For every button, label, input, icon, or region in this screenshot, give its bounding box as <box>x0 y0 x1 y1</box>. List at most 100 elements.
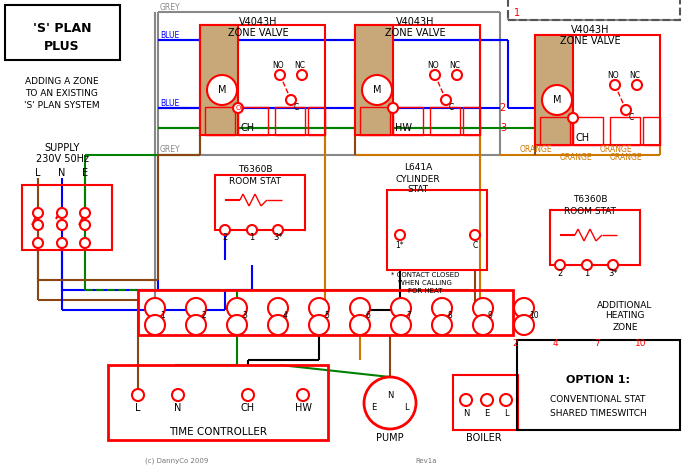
Text: HW: HW <box>295 403 311 413</box>
Text: 6: 6 <box>365 312 370 321</box>
Circle shape <box>268 298 288 318</box>
Text: 7: 7 <box>594 338 600 348</box>
Bar <box>535 35 660 145</box>
Circle shape <box>80 208 90 218</box>
Circle shape <box>460 394 472 406</box>
Text: PUMP: PUMP <box>376 433 404 443</box>
Text: 2: 2 <box>222 234 228 242</box>
Circle shape <box>172 389 184 401</box>
Text: E: E <box>82 168 88 178</box>
Text: C: C <box>293 102 299 111</box>
Text: * CONTACT CLOSED: * CONTACT CLOSED <box>391 272 459 278</box>
Circle shape <box>610 80 620 90</box>
Text: Rev1a: Rev1a <box>415 458 437 464</box>
Text: CONVENTIONAL STAT: CONVENTIONAL STAT <box>551 395 646 404</box>
Bar <box>215 175 305 230</box>
Circle shape <box>430 70 440 80</box>
Text: CH: CH <box>241 403 255 413</box>
Text: TIME CONTROLLER: TIME CONTROLLER <box>169 427 267 437</box>
Bar <box>355 25 480 135</box>
Circle shape <box>80 238 90 248</box>
Text: 2: 2 <box>201 312 206 321</box>
Text: BLUE: BLUE <box>160 98 179 108</box>
Text: 2: 2 <box>558 269 562 278</box>
Bar <box>5 5 120 60</box>
Text: 2: 2 <box>500 103 506 113</box>
Bar <box>108 365 328 440</box>
Circle shape <box>391 315 411 335</box>
Text: CYLINDER: CYLINDER <box>395 175 440 183</box>
Circle shape <box>362 75 392 105</box>
Text: NO: NO <box>272 60 284 70</box>
Circle shape <box>542 85 572 115</box>
Text: 1: 1 <box>584 269 590 278</box>
Bar <box>453 375 518 430</box>
Circle shape <box>57 238 67 248</box>
Circle shape <box>80 220 90 230</box>
Text: V4043H: V4043H <box>239 17 277 27</box>
Text: ZONE VALVE: ZONE VALVE <box>228 28 288 38</box>
Text: N: N <box>59 168 66 178</box>
Text: L: L <box>35 168 41 178</box>
Circle shape <box>388 103 398 113</box>
Text: NO: NO <box>607 71 619 80</box>
Text: 7: 7 <box>406 312 411 321</box>
Bar <box>138 290 513 335</box>
Circle shape <box>57 208 67 218</box>
Text: 1: 1 <box>514 8 520 18</box>
Text: NO: NO <box>427 60 439 70</box>
Bar <box>22 185 112 250</box>
Bar <box>540 117 570 145</box>
Bar <box>517 340 680 430</box>
Circle shape <box>247 225 257 235</box>
Text: V4043H: V4043H <box>396 17 434 27</box>
Text: E: E <box>371 402 377 411</box>
Text: O|: O| <box>236 104 244 111</box>
Text: C: C <box>629 112 633 122</box>
Circle shape <box>621 105 631 115</box>
Text: C: C <box>448 102 453 111</box>
Circle shape <box>582 260 592 270</box>
Circle shape <box>309 298 329 318</box>
Circle shape <box>514 298 534 318</box>
Text: 3: 3 <box>242 312 247 321</box>
Text: M: M <box>553 95 561 105</box>
Text: HEATING: HEATING <box>605 312 644 321</box>
Bar <box>643 117 660 145</box>
Circle shape <box>145 298 165 318</box>
Bar <box>387 190 487 270</box>
Circle shape <box>608 260 618 270</box>
Text: M: M <box>218 85 226 95</box>
Circle shape <box>473 298 493 318</box>
Text: L641A: L641A <box>404 163 432 173</box>
Text: 1: 1 <box>160 312 165 321</box>
Circle shape <box>33 220 43 230</box>
Text: ORANGE: ORANGE <box>560 154 593 162</box>
Bar <box>610 117 640 145</box>
Text: L: L <box>404 402 408 411</box>
Text: 9: 9 <box>488 312 493 321</box>
Circle shape <box>207 75 237 105</box>
Circle shape <box>297 70 307 80</box>
Circle shape <box>242 389 254 401</box>
Text: 4: 4 <box>283 312 288 321</box>
Circle shape <box>309 315 329 335</box>
Text: 10: 10 <box>529 312 539 321</box>
Circle shape <box>481 394 493 406</box>
Text: TO AN EXISTING: TO AN EXISTING <box>26 89 99 98</box>
Bar <box>200 25 238 135</box>
Circle shape <box>395 230 405 240</box>
Text: C: C <box>473 241 477 249</box>
Text: ORANGE: ORANGE <box>610 154 642 162</box>
Bar <box>550 210 640 265</box>
Text: NC: NC <box>449 60 460 70</box>
Text: 2: 2 <box>512 338 518 348</box>
Circle shape <box>227 298 247 318</box>
Text: NC: NC <box>629 71 640 80</box>
Text: ADDITIONAL: ADDITIONAL <box>598 300 653 309</box>
Circle shape <box>632 80 642 90</box>
Circle shape <box>500 394 512 406</box>
Text: ZONE VALVE: ZONE VALVE <box>385 28 445 38</box>
Text: L: L <box>135 403 141 413</box>
Text: 8: 8 <box>447 312 452 321</box>
